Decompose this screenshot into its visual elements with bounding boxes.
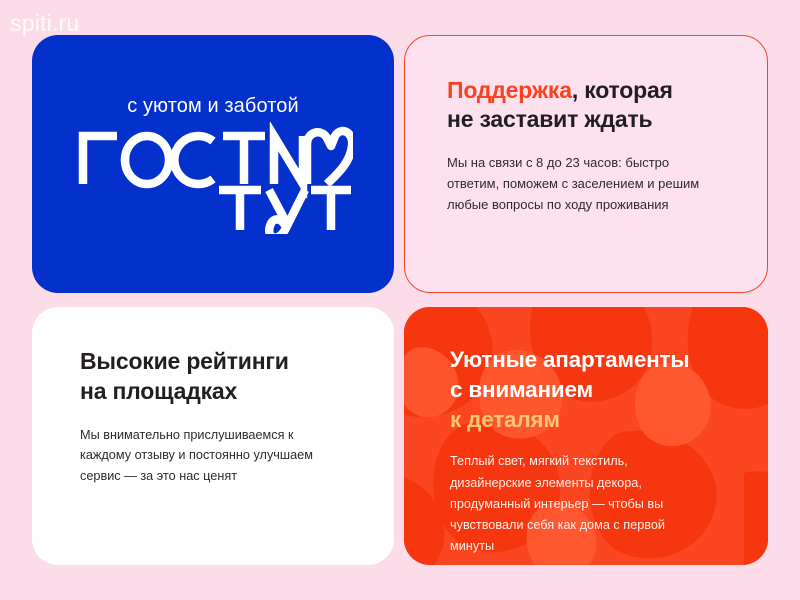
support-card-body: Мы на связи с 8 до 23 часов: быстро отве… [447, 154, 700, 212]
support-card-title: Поддержка, которая не заставит ждать [447, 76, 727, 135]
apartments-title-line2: с вниманием [450, 377, 593, 403]
apartments-title-accent: к деталям [450, 407, 560, 433]
ratings-title-line1: Высокие рейтинги [80, 348, 289, 374]
support-title-accent: Поддержка [447, 77, 572, 103]
gostim-tut-logo [78, 121, 353, 234]
support-title-rest: , которая [571, 77, 673, 103]
ratings-card-body: Мы внимательно прислушиваемся к каждому … [80, 427, 313, 483]
benefits-card-grid: с уютом и заботой [32, 35, 768, 565]
support-title-line2: не заставит ждать [447, 106, 653, 133]
ratings-card-title: Высокие рейтинги на площадках [80, 347, 358, 407]
apartments-card-body: Теплый свет, мягкий текстиль, дизайнерск… [450, 454, 665, 553]
apartments-title-line1: Уютные апартаменты [450, 347, 690, 372]
organic-blob-pattern [404, 307, 768, 565]
ratings-card[interactable]: Высокие рейтинги на площадках Мы внимател… [32, 307, 394, 565]
apartments-card-title: Уютные апартаменты с вниманием к деталям [450, 345, 734, 435]
apartments-card[interactable]: Уютные апартаменты с вниманием к деталям Т… [404, 307, 768, 565]
brand-tagline: с уютом и заботой [127, 94, 299, 117]
apartments-content: Уютные апартаменты с вниманием к деталям Т… [450, 345, 734, 557]
support-card[interactable]: Поддержка, которая не заставит ждать Мы н… [404, 35, 768, 293]
ratings-title-line2: на площадках [80, 377, 238, 404]
brand-card[interactable]: с уютом и заботой [32, 35, 394, 293]
watermark-spiti-ru: spiti.ru [10, 10, 80, 36]
